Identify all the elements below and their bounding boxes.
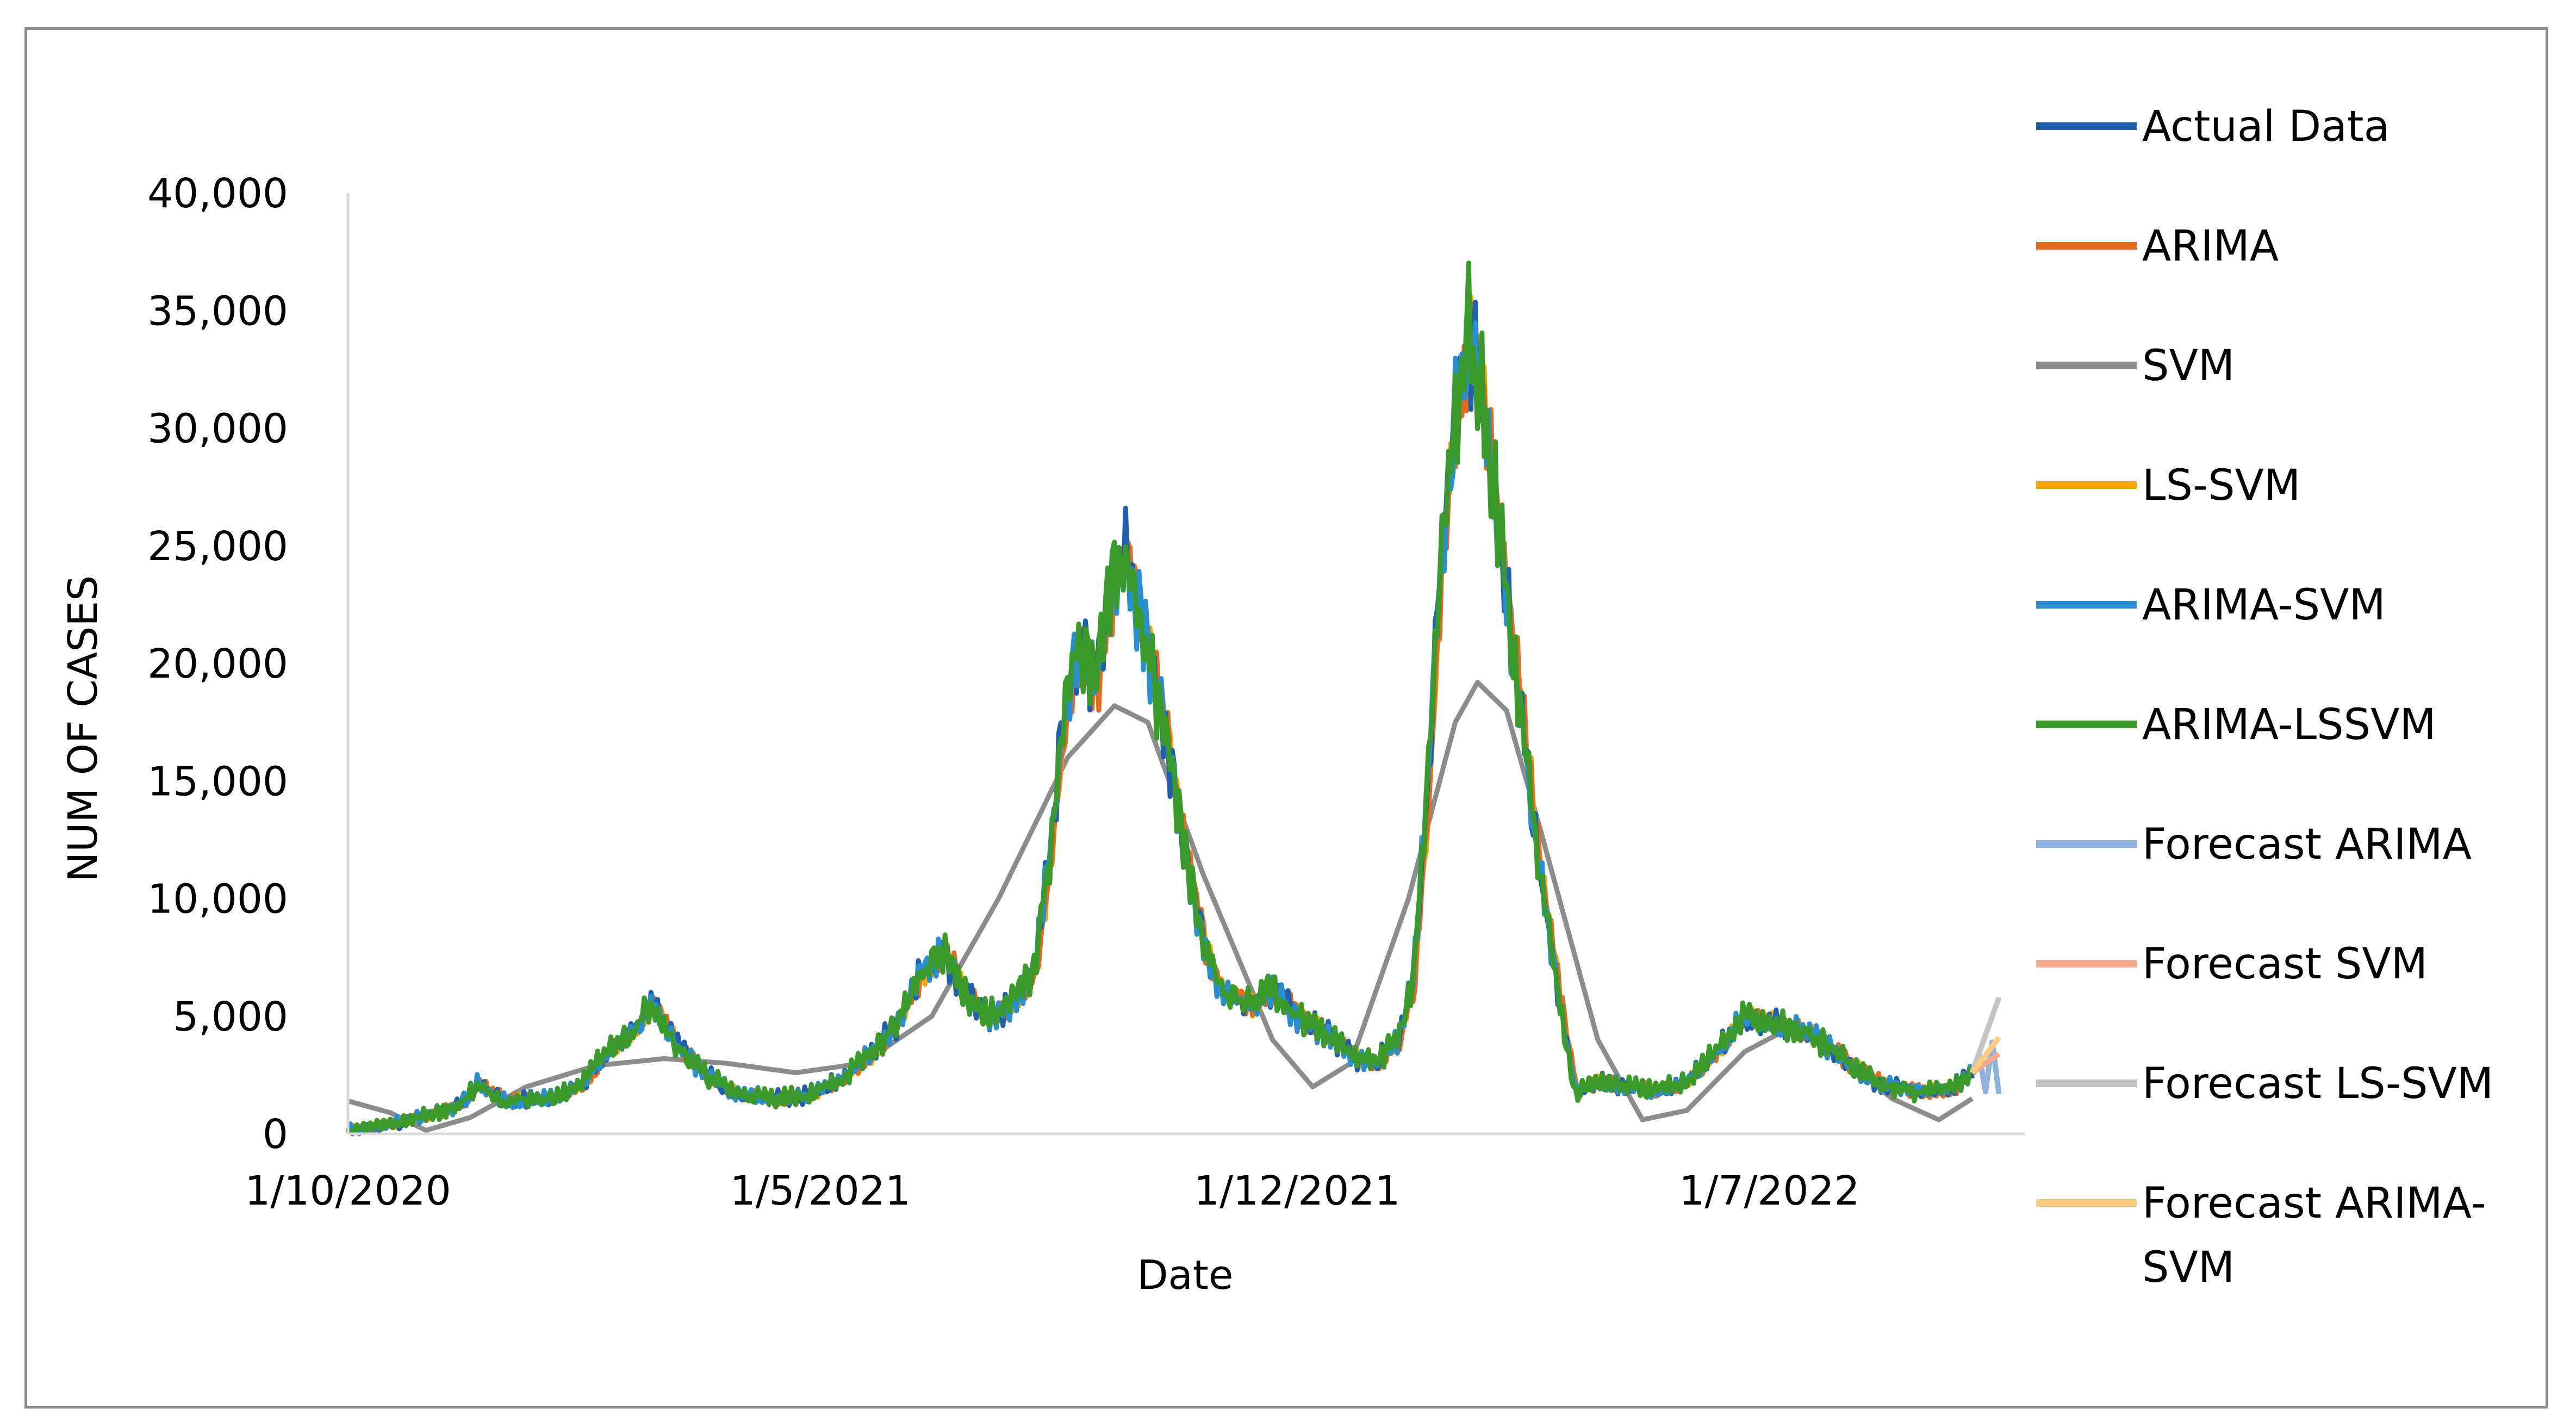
plot-area — [345, 260, 2002, 1137]
y-tick-label: 10,000 — [147, 876, 288, 923]
legend-label-forecast-arima-svm: Forecast ARIMA-SVM — [2142, 1179, 2486, 1292]
legend-label-arima-lssvm: ARIMA-LSSVM — [2142, 700, 2436, 749]
y-tick-label: 0 — [263, 1111, 288, 1158]
legend: Actual Data ARIMA SVM LS-SVM ARIMA-SVM ARIMA-… — [2036, 102, 2493, 1292]
chart-frame — [24, 27, 2548, 1409]
y-tick-label: 25,000 — [147, 523, 288, 570]
x-tick-label: 1/5/2021 — [730, 1168, 911, 1214]
y-axis: 0 5,000 10,000 15,000 20,000 25,000 30,000 35,0… — [147, 170, 288, 1158]
y-tick-label: 30,000 — [147, 406, 288, 452]
legend-label-forecast-arima: Forecast ARIMA — [2142, 820, 2472, 869]
x-axis-title: Date — [1137, 1252, 1234, 1299]
legend-label-forecast-ls-svm: Forecast LS-SVM — [2142, 1059, 2493, 1108]
series-line-forecast-ls-svm — [1969, 996, 2002, 1074]
series-line-arima-lssvm — [347, 260, 1974, 1136]
y-tick-label: 40,000 — [147, 170, 288, 217]
y-tick-label: 20,000 — [147, 641, 288, 687]
legend-label-forecast-svm: Forecast SVM — [2142, 940, 2428, 989]
series-line-forecast-arima-svm — [1970, 1035, 2001, 1075]
y-tick-label: 5,000 — [173, 994, 288, 1040]
legend-label-ls-svm: LS-SVM — [2142, 461, 2300, 510]
legend-label-actual-data: Actual Data — [2142, 102, 2390, 151]
legend-label-arima: ARIMA — [2142, 222, 2279, 271]
x-tick-label: 1/12/2021 — [1194, 1168, 1400, 1214]
y-tick-label: 15,000 — [147, 758, 288, 805]
legend-label-svm: SVM — [2142, 342, 2235, 390]
x-tick-label: 1/7/2022 — [1679, 1168, 1859, 1214]
legend-label-arima-svm: ARIMA-SVM — [2142, 581, 2386, 630]
y-tick-label: 35,000 — [147, 288, 288, 334]
series-line-svm — [347, 680, 1974, 1133]
x-tick-label: 1/10/2020 — [245, 1168, 451, 1214]
y-axis-title: NUM OF CASES — [60, 575, 107, 882]
x-axis: 1/10/2020 1/5/2021 1/12/2021 1/7/2022 — [245, 1168, 1859, 1214]
